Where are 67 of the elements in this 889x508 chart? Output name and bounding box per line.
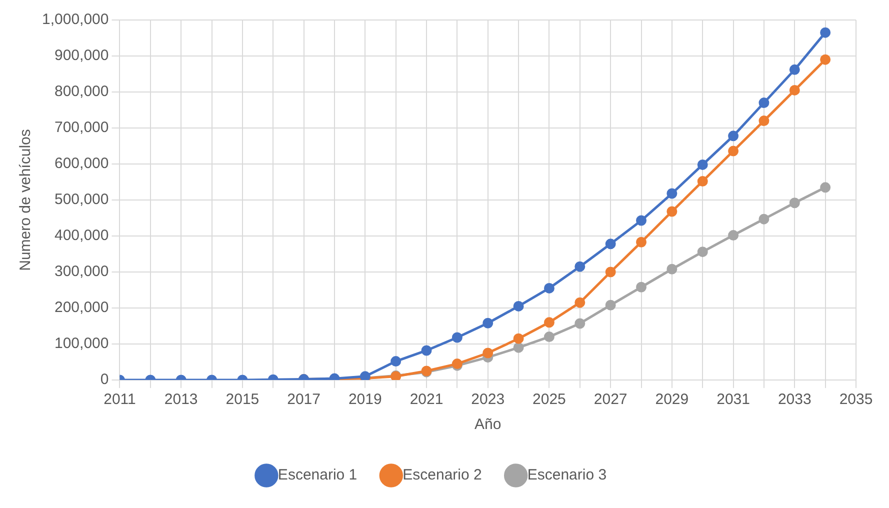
x-tick-label: 2011 <box>104 391 136 408</box>
x-tick-label: 2035 <box>839 391 873 408</box>
point <box>513 333 524 344</box>
x-tick-label: 2033 <box>778 391 812 408</box>
y-axis-title: Numero de vehículos <box>17 129 34 271</box>
point <box>728 146 739 156</box>
point <box>482 318 494 328</box>
point <box>605 238 616 250</box>
point <box>666 264 678 274</box>
x-tick-label: 2029 <box>655 391 689 408</box>
point <box>697 176 708 187</box>
point <box>574 318 586 329</box>
y-tick-label: 200,000 <box>54 299 109 316</box>
y-tick-label: 500,000 <box>54 191 109 208</box>
point <box>390 356 402 367</box>
y-tick-label: 100,000 <box>54 335 109 352</box>
x-tick-label: 2021 <box>410 391 444 408</box>
point <box>820 27 831 38</box>
point <box>728 130 739 142</box>
point <box>513 300 524 312</box>
point <box>758 98 770 108</box>
point <box>544 282 554 294</box>
legend-label: Escenario 2 <box>402 466 482 484</box>
x-tick-label: 2025 <box>532 391 566 408</box>
point <box>758 214 770 224</box>
point <box>421 345 432 356</box>
point <box>728 230 739 241</box>
x-axis-title: Año <box>474 416 502 434</box>
point <box>820 54 831 65</box>
point <box>820 182 831 193</box>
y-tick-label: 1,000,000 <box>42 11 109 28</box>
point <box>758 116 770 126</box>
legend-label: Escenario 3 <box>527 466 607 484</box>
point <box>452 332 462 343</box>
x-tick-label: 2023 <box>471 391 505 408</box>
point <box>636 215 647 226</box>
point <box>544 317 554 328</box>
y-tick-label: 0 <box>100 371 109 388</box>
point <box>574 297 586 308</box>
point <box>789 64 800 75</box>
point <box>789 84 800 96</box>
point <box>513 342 524 353</box>
x-tick-label: 2031 <box>716 391 750 408</box>
x-tick-label: 2019 <box>348 391 382 408</box>
x-tick-label: 2015 <box>226 391 260 408</box>
point <box>605 300 616 310</box>
point <box>636 236 647 248</box>
point <box>636 282 647 292</box>
y-tick-label: 800,000 <box>54 83 109 100</box>
legend-label: Escenario 1 <box>278 466 358 484</box>
y-tick-label: 600,000 <box>54 155 109 172</box>
point <box>666 188 678 199</box>
point <box>789 198 800 208</box>
point <box>697 246 708 258</box>
point <box>574 261 586 272</box>
point <box>697 159 708 170</box>
point <box>482 348 494 358</box>
y-tick-label: 300,000 <box>54 263 109 280</box>
y-tick-label: 400,000 <box>54 227 109 244</box>
y-tick-label: 900,000 <box>54 47 109 64</box>
x-tick-label: 2013 <box>164 391 198 408</box>
x-tick-label: 2027 <box>594 391 628 408</box>
point <box>605 266 616 278</box>
point <box>544 332 554 342</box>
x-tick-label: 2017 <box>287 391 320 408</box>
point <box>666 206 678 217</box>
y-tick-label: 700,000 <box>54 119 109 136</box>
